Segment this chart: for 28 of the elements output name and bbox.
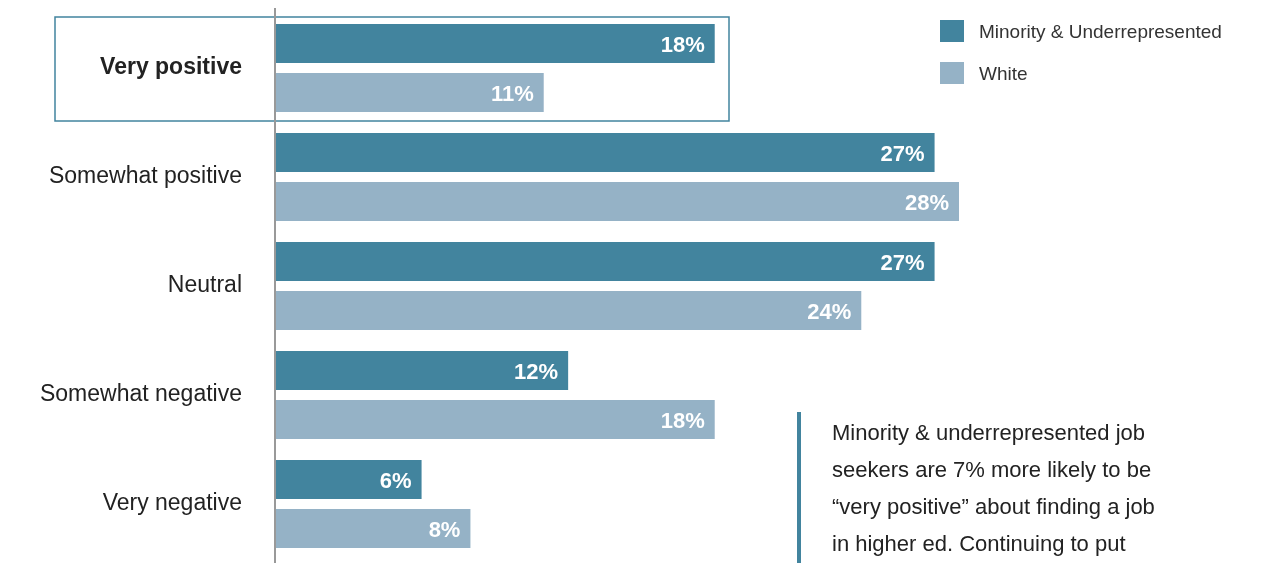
- bar: [275, 242, 935, 281]
- data-label: 8%: [428, 516, 461, 542]
- y-tick-label: Very negative: [102, 489, 242, 515]
- annotation: Minority & underrepresented job seekers are 7% more likely to be “very positive” about finding a job in higher ed. Continuing to put: [832, 420, 1155, 556]
- bar: [275, 291, 862, 330]
- bar: [275, 182, 959, 221]
- data-label: 27%: [880, 140, 925, 166]
- data-label: 27%: [880, 249, 925, 275]
- bar: [275, 73, 544, 112]
- bar: [275, 400, 715, 439]
- data-label: 18%: [660, 407, 705, 433]
- data-label: 12%: [514, 358, 559, 384]
- data-label: 28%: [904, 189, 949, 215]
- data-label: 6%: [379, 467, 412, 493]
- y-tick-label: Somewhat negative: [39, 380, 242, 406]
- legend-label: Minority & Underrepresented: [979, 21, 1222, 42]
- bar: [275, 460, 422, 499]
- bar: [275, 24, 715, 63]
- bar: [275, 351, 569, 390]
- bar: [275, 133, 935, 172]
- data-label: 11%: [490, 80, 534, 106]
- y-tick-label: Neutral: [167, 271, 242, 297]
- data-label: 24%: [807, 298, 852, 324]
- legend-label: White: [979, 63, 1028, 84]
- data-label: 18%: [660, 31, 705, 57]
- y-tick-label: Very positive: [100, 53, 242, 79]
- bar: [275, 509, 471, 548]
- y-tick-label: Somewhat positive: [48, 162, 242, 188]
